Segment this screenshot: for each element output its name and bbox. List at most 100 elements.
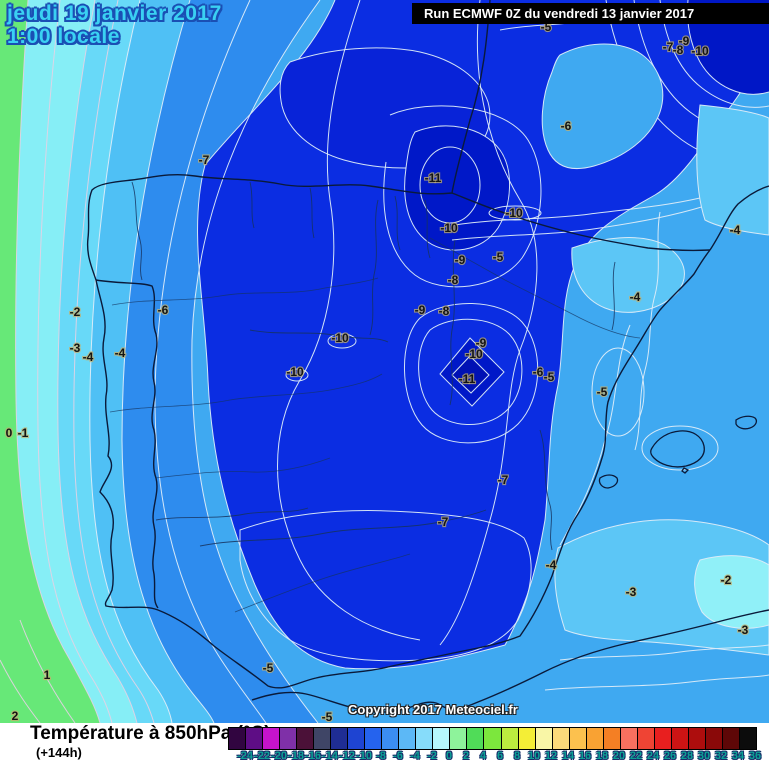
scale-cell [705,728,723,749]
scale-tick-label: 32 [714,750,728,762]
temp-label: -4 [546,558,557,572]
west-contour-lines [0,0,321,723]
map-svg: -5-9-7 -8 -10-6-7-11-10-10 -4-5-9-8-4-6 -9 -8… [0,0,769,723]
temp-label: -5 [263,661,274,675]
scale-cell [416,728,434,749]
scale-cell [297,728,315,749]
temp-label: -4 [730,223,741,237]
scale-cell [433,728,451,749]
scale-cell [586,728,604,749]
scale-tick-label: -18 [288,750,304,762]
scale-tick-label: -2 [427,750,437,762]
temp-label: 2 [12,709,19,723]
color-scale-ticks: -24 -22 -20 -18 -16 -14 -12 -10 -8 -6 -4 -2 0 2 4 6 8 10 1… [228,750,768,762]
scale-tick-label: -14 [322,750,338,762]
color-scale-bar [228,727,757,750]
temp-label: -10 [505,206,523,220]
temp-label: -2 [721,573,732,587]
temp-label: -10 [440,221,458,235]
scale-tick-label: -24 [237,750,253,762]
scale-cell [620,728,638,749]
scale-tick-label: 20 [612,750,626,762]
temp-label: -7 [199,153,210,167]
rivers-borders [109,181,641,613]
scale-tick-label: -6 [393,750,403,762]
scale-cell [569,728,587,749]
scale-cell [467,728,485,749]
scale-cell [399,728,417,749]
temp-label: -4 [83,350,94,364]
scale-cell [314,728,332,749]
scale-tick-label: -16 [305,750,321,762]
scale-cell [518,728,536,749]
temp-label: -3 [738,623,749,637]
temp-label: -2 [70,305,81,319]
temp-label: -6 [533,365,544,379]
scale-tick-label: 18 [595,750,609,762]
scale-cell [535,728,553,749]
legend-forecast-hour: (+144h) [36,745,82,760]
temp-label: -9 [415,303,426,317]
scale-cell [246,728,264,749]
scale-cell [263,728,281,749]
scale-cell [348,728,366,749]
temp-label: -1 [18,426,29,440]
temp-label: -9 [476,336,487,350]
scale-cell [552,728,570,749]
temp-label: -4 [115,346,126,360]
scale-tick-label: 26 [663,750,677,762]
temp-label: -10 [331,331,349,345]
scale-cell [229,728,247,749]
scale-tick-label: 36 [748,750,762,762]
temp-label: -9 [455,253,466,267]
scale-cell [365,728,383,749]
scale-tick-label: 12 [544,750,558,762]
scale-cell [484,728,502,749]
date-title: jeudi 19 janvier 2017 [7,2,222,25]
scale-tick-label: 14 [561,750,575,762]
scale-tick-label: 4 [479,750,487,762]
scale-cell [688,728,706,749]
temp-label: -7 [438,515,449,529]
temp-label: -11 [425,171,442,185]
temp-label: -8 [439,304,450,318]
scale-tick-label: -12 [339,750,355,762]
temp-label: -9 [679,34,690,48]
temp-label: -5 [597,385,608,399]
scale-tick-label: -20 [271,750,287,762]
scale-tick-label: 8 [513,750,521,762]
temp-label: -11 [459,372,476,386]
scale-tick-label: 10 [527,750,541,762]
model-run-bar: Run ECMWF 0Z du vendredi 13 janvier 2017 [412,3,769,24]
temp-label: -5 [322,710,333,723]
scale-tick-label: -22 [254,750,270,762]
scale-cell [671,728,689,749]
scale-cell [280,728,298,749]
scale-tick-label: 6 [496,750,504,762]
scale-cell [501,728,519,749]
copyright-text: Copyright 2017 Meteociel.fr [348,702,518,717]
scale-tick-label: -8 [376,750,386,762]
temp-label: -6 [158,303,169,317]
scale-tick-label: 30 [697,750,711,762]
temp-label: -3 [626,585,637,599]
scale-tick-label: -4 [410,750,420,762]
scale-cell [331,728,349,749]
temperature-map: -5 -9 -7 -8 -10 -6 -7 -11 -10 -10 -4 -5 -9 -8 -4 -6 -9 -8… [0,0,769,723]
scale-tick-label: 16 [578,750,592,762]
temp-label: -8 [673,43,684,57]
scale-cell [722,728,740,749]
scale-tick-label: 0 [445,750,453,762]
temperature-labels: -5-9-7 -8 -10-6-7-11-10-10 -4-5-9-8-4-6 -9 -8… [5,19,750,723]
scale-tick-label: 24 [646,750,660,762]
temp-label: -7 [498,473,509,487]
temp-label: -7 [663,40,674,54]
scale-cell [739,728,756,749]
temp-label: -10 [465,347,483,361]
temp-label: -4 [630,290,641,304]
temp-label: 0 [6,426,13,440]
scale-tick-label: 28 [680,750,694,762]
scale-tick-label: 2 [462,750,470,762]
scale-cell [382,728,400,749]
